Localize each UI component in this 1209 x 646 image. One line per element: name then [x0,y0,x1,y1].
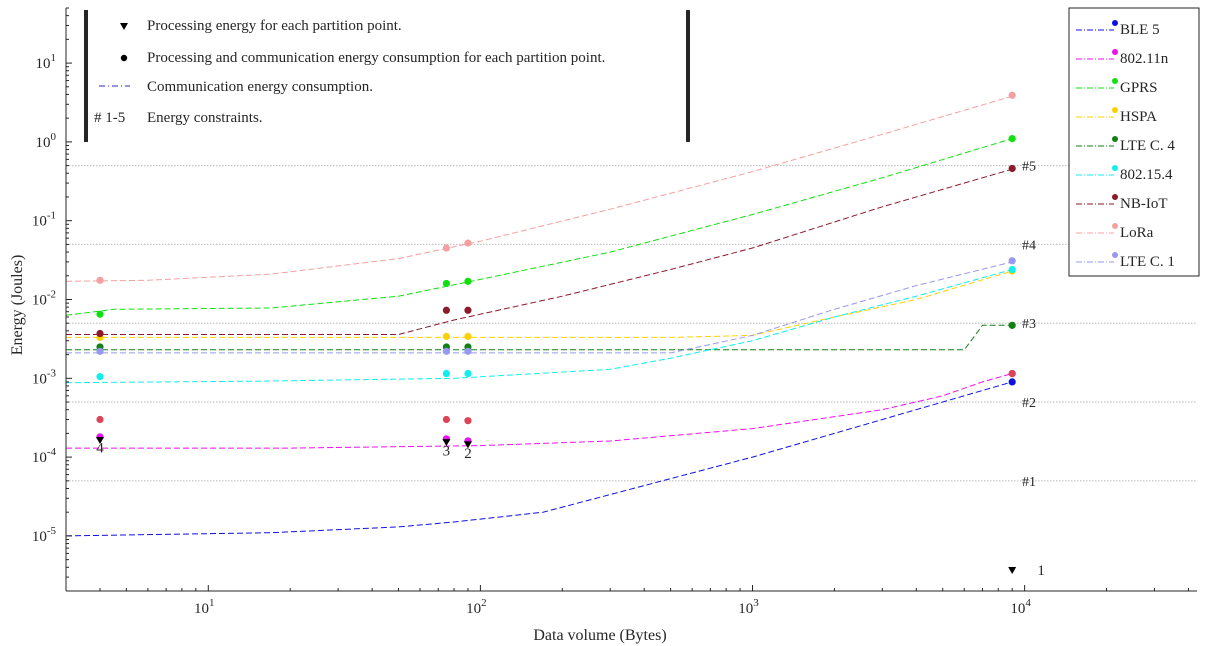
top-legend-entry: Energy constraints. [147,110,263,126]
legend-dot [1112,20,1118,26]
series-legend: BLE 5 802.11n GPRS HSPA LTE C. 4 802.15.4 NB-I… [1068,7,1200,277]
data-point [442,369,450,378]
data-point [96,373,104,381]
legend-dot [1112,107,1118,113]
data-point [442,332,450,341]
legend-dot [1112,49,1118,55]
legend-label: LTE C. 1 [1120,254,1175,270]
data-point [1008,265,1016,274]
constraint-label: #5 [1022,160,1036,175]
legend-label: 802.11n [1120,51,1169,67]
series-line [66,373,1013,449]
partition-label: 2 [464,446,472,462]
processing-marker [95,436,104,444]
series-lines [65,95,1013,537]
data-point [96,347,104,355]
data-point [1008,378,1016,386]
x-axis-label: Data volume (Bytes) [533,627,666,644]
y-tick-label: 10-5 [32,525,57,545]
constraint-grid [66,165,1197,482]
series-line [65,269,1013,384]
constraint-label: #4 [1022,238,1036,253]
series-line [66,324,1013,351]
processing-marker [1008,566,1017,574]
axes: 101 102 103 104 101 100 10-1 10-2 10-3 10-4 10-5 [32,7,1197,617]
data-point [442,279,450,288]
data-point [464,332,472,341]
data-point [464,306,472,314]
series-line [66,270,1013,338]
partition-label: 3 [443,443,451,459]
top-legend-box [86,10,688,142]
data-point [1008,135,1016,143]
annotations: #1 #2 #3 #4 #5 4 3 2 1 [96,160,1045,579]
top-legend-entry: Processing and communication energy cons… [147,50,605,66]
data-point [442,244,450,252]
processing-marker [120,23,128,30]
constraint-label: #3 [1022,317,1036,332]
data-point [96,276,104,284]
series-points [95,91,1017,574]
total-energy-point [464,417,472,425]
data-point [1008,164,1016,173]
data-point [1008,257,1016,265]
top-legend-entry: Communication energy consumption. [147,79,373,95]
data-point [442,347,450,355]
y-tick-label: 10-3 [32,367,57,387]
series-line [66,168,1013,335]
top-legend-entry: Processing energy for each partition poi… [147,18,402,34]
legend-dot [1112,223,1118,229]
y-tick-label: 10-2 [32,289,56,309]
partition-label: 1 [1037,563,1045,579]
legend-label: LoRa [1120,225,1154,241]
total-energy-marker [120,54,128,62]
total-energy-point [96,415,104,424]
data-point [96,310,104,318]
processing-marker [442,439,451,447]
legend-dot [1112,165,1118,171]
constraint-label: #1 [1022,475,1036,490]
legend-label: NB-IoT [1120,196,1168,212]
data-point [464,369,472,378]
series-legend-box [1068,7,1200,277]
series-line [65,138,1013,316]
data-point [1008,91,1016,99]
y-tick-label: 10-4 [32,446,57,466]
legend-label: HSPA [1120,109,1157,125]
partition-label: 4 [96,440,104,456]
legend-dot [1112,136,1118,142]
processing-marker [463,441,472,449]
top-legend: Processing energy for each partition poi… [84,10,690,142]
legend-label: LTE C. 4 [1120,138,1175,154]
series-line [65,381,1013,537]
constraints-symbol: # 1-5 [94,110,125,126]
legend-dot [1112,78,1118,84]
data-point [442,306,450,314]
x-tick-label: 103 [738,597,759,617]
total-energy-point [1008,369,1016,378]
legend-dot [1112,194,1118,200]
data-point [96,329,104,338]
data-point [464,347,472,355]
x-tick-label: 104 [1010,597,1031,617]
legend-label: 802.15.4 [1120,167,1173,183]
constraint-label: #2 [1022,396,1036,411]
y-axis-label: Energy (Joules) [9,255,26,356]
total-energy-point [442,415,450,424]
legend-dot [1112,252,1118,258]
y-tick-label: 10-1 [32,210,56,230]
x-tick-label: 101 [194,597,215,617]
y-tick-label: 101 [36,52,57,72]
data-point [464,239,472,247]
x-tick-label: 102 [466,597,487,617]
y-tick-label: 100 [36,131,57,151]
data-point [464,277,472,285]
legend-label: GPRS [1120,80,1158,96]
series-line [66,261,1013,354]
legend-label: BLE 5 [1120,22,1160,38]
data-point [1008,321,1016,329]
series-line [65,95,1013,282]
